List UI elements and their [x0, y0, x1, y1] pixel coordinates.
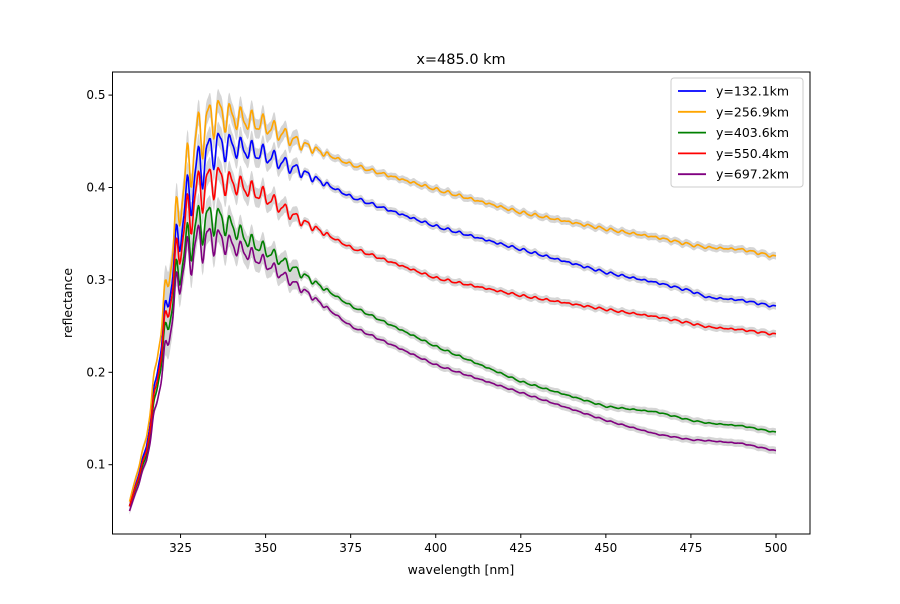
x-tick-label: 325 [169, 541, 192, 555]
x-tick-label: 425 [509, 541, 532, 555]
legend-label-4: y=550.4km [716, 146, 789, 161]
x-tick-label: 350 [254, 541, 277, 555]
legend: y=132.1km y=256.9km y=403.6km y=550.4km y=69… [670, 77, 804, 188]
y-tick-label: 0.5 [86, 88, 105, 102]
uncertainty-band-5 [129, 212, 776, 515]
legend-frame [670, 77, 804, 188]
y-tick-label: 0.2 [86, 365, 105, 379]
series-line-4 [128, 166, 777, 507]
y-axis-ticks: 0.1 0.2 0.3 0.4 0.5 [86, 88, 113, 472]
x-tick-label: 400 [424, 541, 447, 555]
y-tick-label: 0.4 [86, 181, 105, 195]
series-line-3 [128, 204, 777, 507]
x-tick-label: 375 [339, 541, 362, 555]
y-tick-label: 0.1 [86, 458, 105, 472]
y-axis-label: reflectance [60, 268, 75, 338]
legend-label-1: y=132.1km [716, 84, 789, 99]
series-line-1 [128, 132, 777, 507]
series-line-2 [128, 99, 777, 502]
legend-label-2: y=256.9km [716, 104, 789, 119]
x-tick-label: 450 [594, 541, 617, 555]
chart-title: x=485.0 km [416, 52, 505, 68]
uncertainty-band-3 [129, 192, 776, 511]
legend-label-3: y=403.6km [716, 125, 789, 140]
legend-label-5: y=697.2km [716, 167, 789, 182]
plot-frame [112, 71, 811, 535]
series-line-5 [128, 224, 777, 512]
x-axis-ticks: 325 350 375 400 425 450 475 500 [169, 534, 787, 555]
y-tick-label: 0.3 [86, 273, 105, 287]
x-tick-label: 500 [765, 541, 788, 555]
series-lines [128, 99, 777, 512]
x-tick-label: 475 [679, 541, 702, 555]
x-axis-label: wavelength [nm] [408, 562, 515, 577]
